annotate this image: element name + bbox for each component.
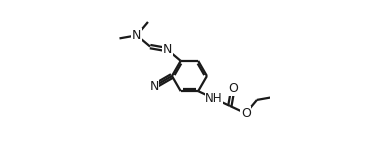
Text: O: O: [241, 107, 251, 120]
Text: N: N: [163, 43, 172, 56]
Text: N: N: [149, 80, 159, 93]
Text: N: N: [132, 29, 141, 42]
Text: NH: NH: [205, 92, 223, 105]
Text: O: O: [228, 82, 238, 95]
